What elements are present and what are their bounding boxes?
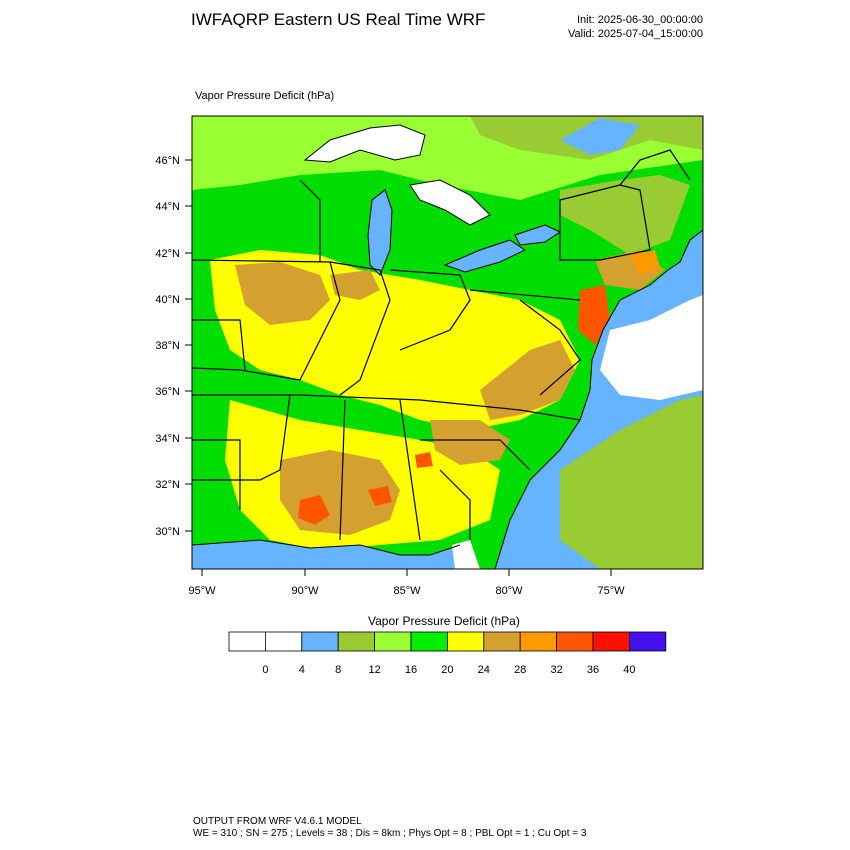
lon-ticks [201,569,612,576]
lake-ontario [515,225,560,245]
lake-huron [410,180,490,225]
colorbar-swatch [228,631,266,652]
colorbar-swatch [374,631,412,652]
colorbar-swatch [629,631,667,652]
lon-label: 95°W [188,585,216,597]
florida-white [452,540,480,569]
lat-ticks [185,159,192,532]
colorbar-tick-labels: 0 4 8 12 16 20 24 28 32 36 40 [262,664,635,676]
lat-label: 32°N [155,479,180,491]
colorbar-tick-label: 16 [405,664,417,676]
colorbar-swatch [337,631,376,652]
gulf-of-mexico [192,540,480,569]
colorbar-tick-label: 36 [587,664,599,676]
lake-superior [305,125,425,162]
colorbar [228,631,667,652]
ocean-white-patch [600,295,703,400]
lake-michigan [368,190,392,275]
colorbar-swatch [301,631,339,652]
land-tan-iowa [235,262,330,325]
lon-labels: 95°W 90°W 85°W 80°W 75°W [188,585,625,597]
colorbar-tick-label: 0 [262,664,268,676]
lat-label: 36°N [155,386,180,398]
lon-label: 85°W [393,585,421,597]
map-frame [191,115,704,570]
lon-label: 80°W [495,585,523,597]
land-hot-georgia [415,452,433,468]
land-newengland-olive [560,175,690,255]
land-hot-newjersey [578,285,610,345]
land-hot-alabama [368,486,392,506]
lat-label: 30°N [155,526,180,538]
lat-label: 44°N [155,201,180,213]
lat-label: 42°N [155,248,180,260]
map-field-label: Vapor Pressure Deficit (hPa) [195,90,335,102]
ocean-olive-patch [560,395,703,569]
colorbar-swatch [556,631,594,652]
lon-label: 75°W [597,585,625,597]
colorbar-swatch [519,631,558,652]
land-hot-boston [630,250,660,275]
land-hot-louisiana [298,495,330,525]
colorbar-swatch [483,631,521,652]
colorbar-tick-label: 32 [550,664,562,676]
hudson-area-water [560,118,640,155]
colorbar-swatch [592,631,630,652]
colorbar-tick-label: 8 [335,664,341,676]
coastlines [192,124,703,569]
colorbar-tick-label: 40 [623,664,635,676]
colorbar-swatch [264,631,303,652]
lat-label: 38°N [155,340,180,352]
page-title: IWFAQRP Eastern US Real Time WRF [191,10,486,29]
colorbar-swatch [410,631,448,652]
colorbar-tick-label: 24 [478,664,490,676]
colorbar-tick-label: 28 [514,664,526,676]
valid-time: Valid: 2025-07-04_15:00:00 [568,28,703,40]
lake-erie [445,240,525,272]
land-tan-virginia [480,340,575,420]
land-tan-illinois [330,270,380,300]
colorbar-swatch [446,631,485,652]
map-panel [192,116,703,569]
lat-labels: 46°N 44°N 42°N 40°N 38°N 36°N 34°N 32°N … [155,155,180,538]
lat-label: 46°N [155,155,180,167]
colorbar-tick-label: 4 [299,664,305,676]
land-tan-carolina [430,420,510,465]
footer-config-line: WE = 310 ; SN = 275 ; Levels = 38 ; Dis … [193,828,587,839]
init-time: Init: 2025-06-30_00:00:00 [577,14,703,26]
colorbar-title: Vapor Pressure Deficit (hPa) [368,614,520,628]
colorbar-tick-label: 20 [441,664,453,676]
lat-label: 34°N [155,433,180,445]
lat-label: 40°N [155,294,180,306]
footer-model-line: OUTPUT FROM WRF V4.6.1 MODEL [193,816,362,827]
state-borders [192,149,691,541]
lon-label: 90°W [291,585,319,597]
colorbar-tick-label: 12 [368,664,380,676]
